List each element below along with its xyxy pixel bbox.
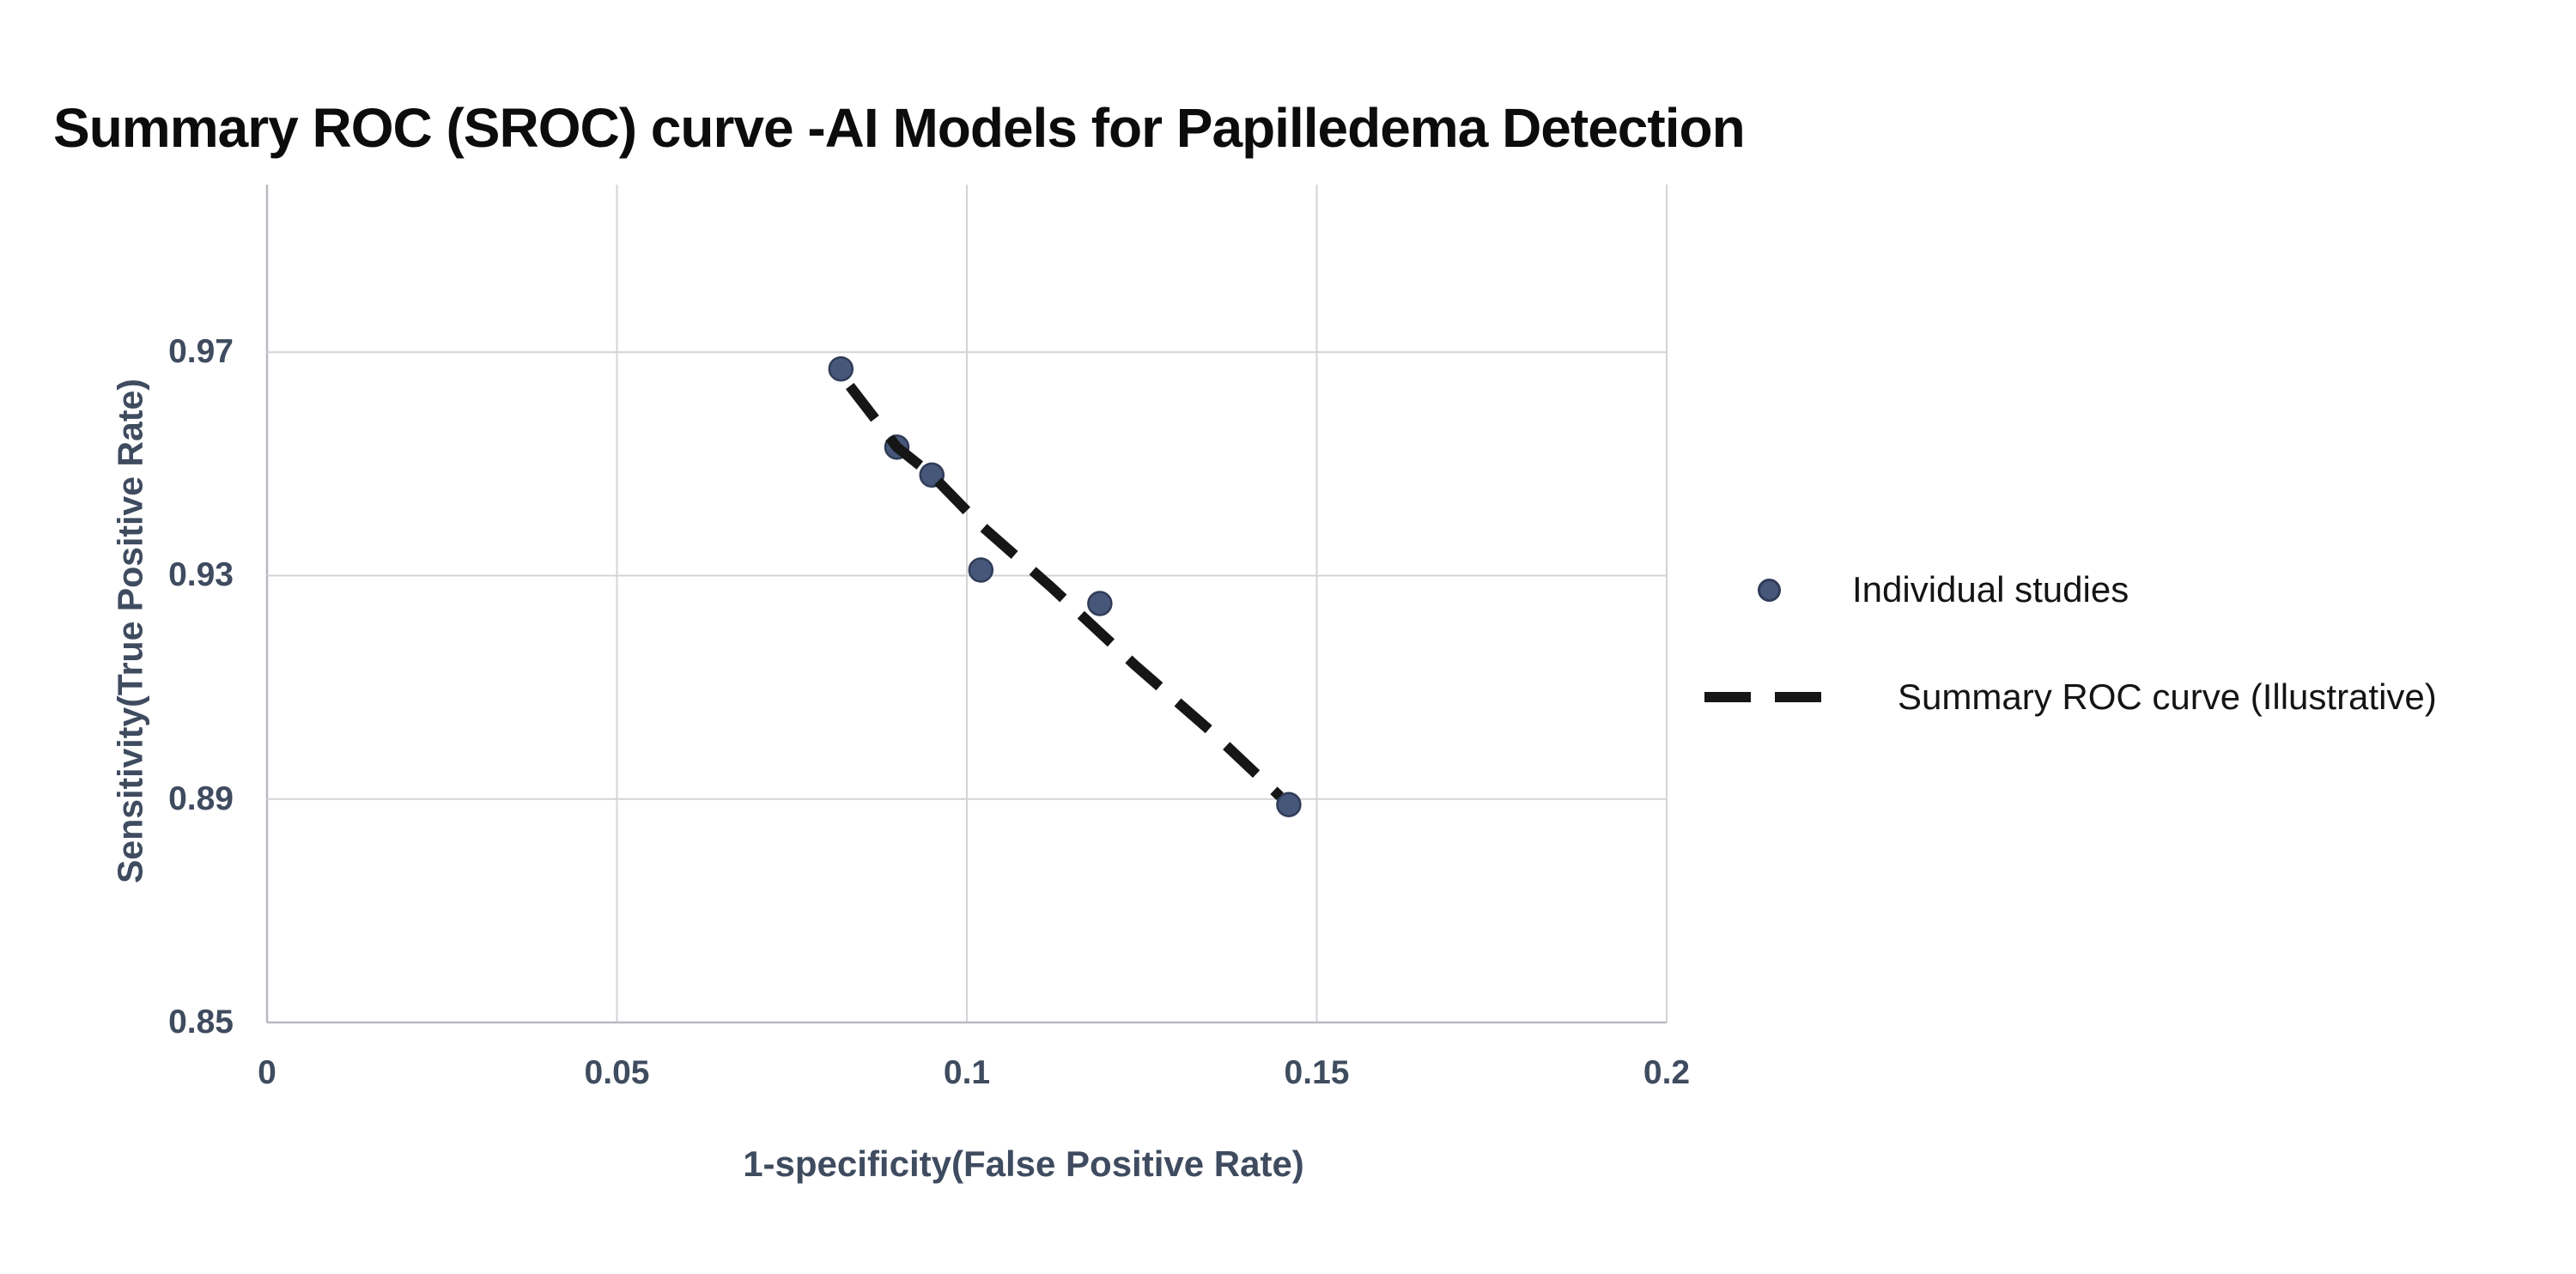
y-tick-label: 0.97 [168,333,234,371]
dashed-line-marker-icon [1704,692,1825,702]
y-tick-label: 0.85 [168,1004,234,1040]
legend-item-sroc-curve: Summary ROC curve (Illustrative) [1704,673,2437,721]
y-axis-title: Sensitivity(True Positive Rate) [110,379,150,883]
y-tick-label: 0.89 [168,780,234,817]
x-tick-label: 0.15 [1284,1054,1350,1091]
x-tick-label: 0.2 [1643,1054,1691,1091]
legend-label-individual-studies: Individual studies [1852,569,2129,610]
data-point [1276,792,1302,817]
x-axis-title: 1-specificity(False Positive Rate) [743,1144,1304,1184]
sroc-dashed-line [845,383,1284,800]
legend-label-sroc-curve: Summary ROC curve (Illustrative) [1898,676,2437,717]
data-point [828,355,854,382]
chart-title: Summary ROC (SROC) curve -AI Models for … [53,97,1746,159]
scatter-dot-marker-icon [1758,578,1781,602]
x-tick-label: 0 [258,1054,276,1091]
y-tick-label: 0.93 [168,556,234,594]
x-tick-label: 0.1 [943,1054,991,1091]
x-tick-label: 0.05 [584,1054,650,1091]
legend-item-individual-studies: Individual studies [1758,566,2129,614]
data-point [968,557,994,583]
data-point [1087,591,1113,616]
data-point [919,462,945,488]
